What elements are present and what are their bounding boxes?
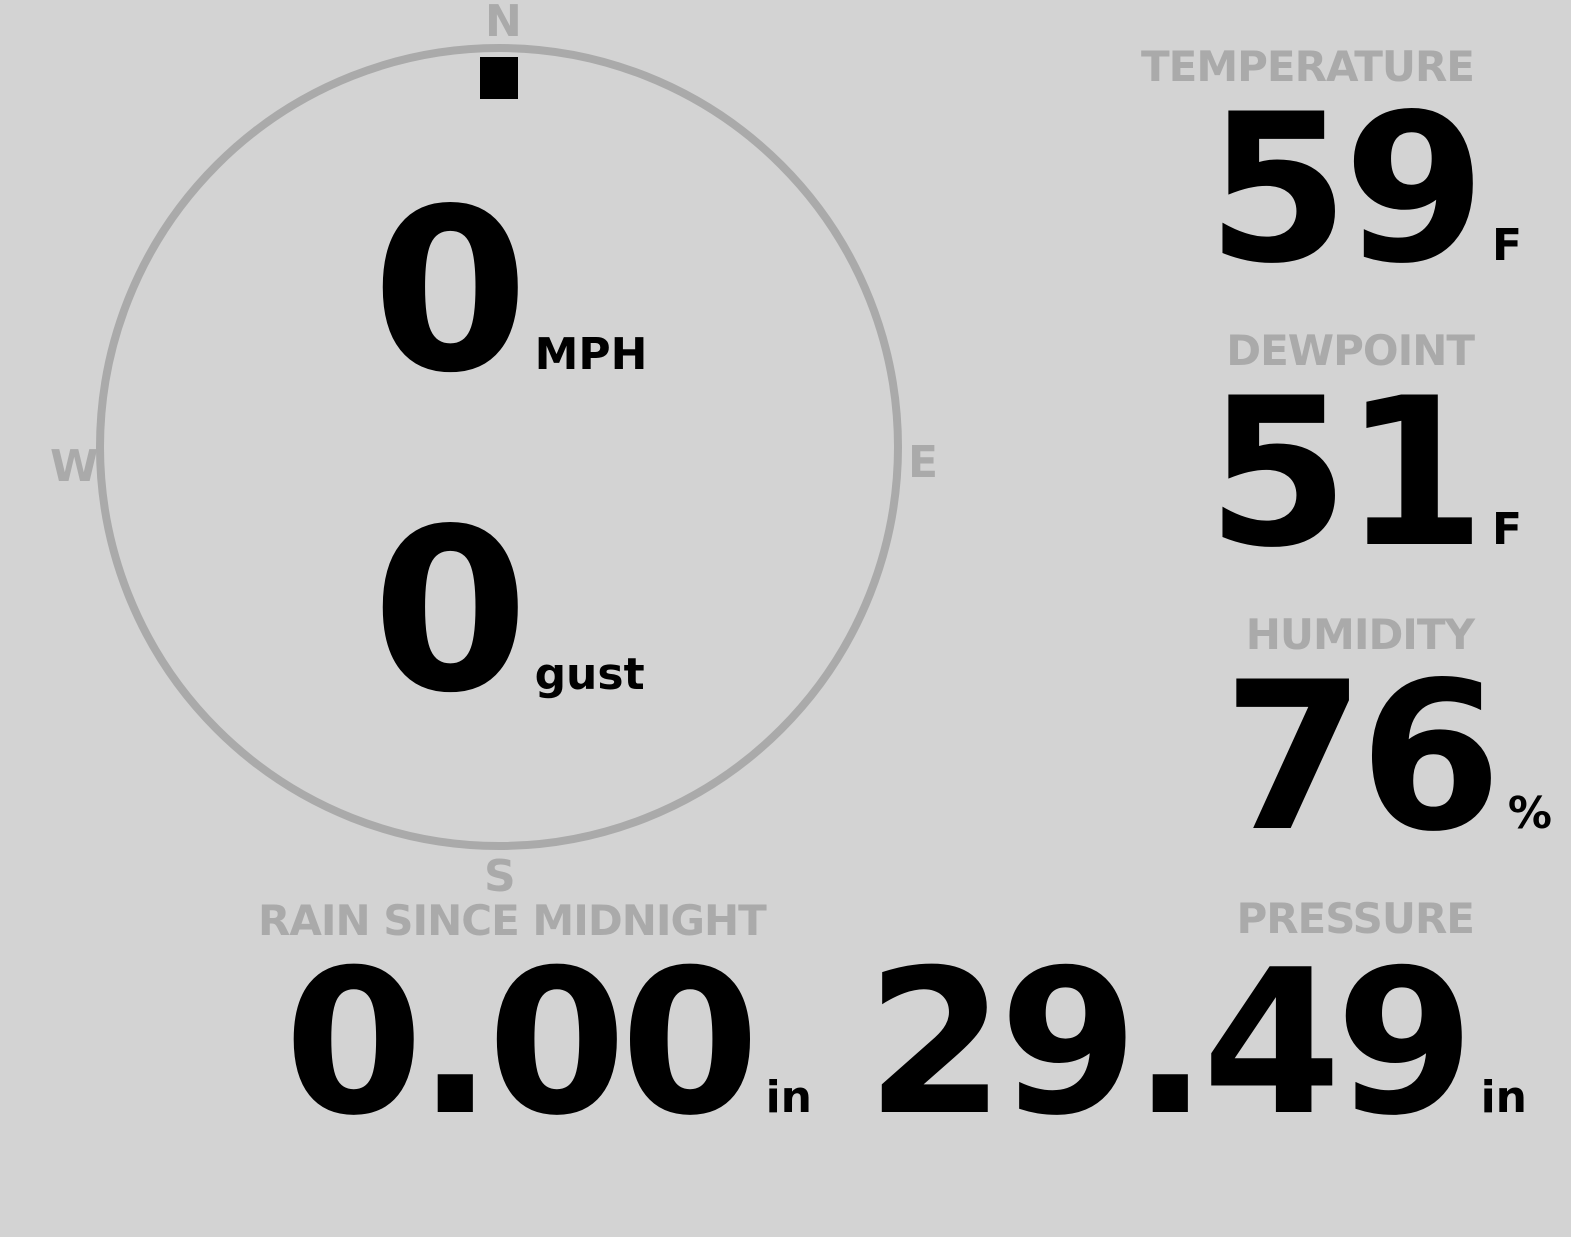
wind-gust-unit: gust [534,649,645,700]
compass-ring [96,44,902,850]
rain: 0.00 in [284,944,812,1144]
dewpoint-label: DEWPOINT [1226,326,1475,375]
dewpoint-value: 51 [1206,355,1486,593]
rain-value: 0.00 [284,927,759,1160]
wind-speed: 0 MPH [372,180,647,405]
wind-gust: 0 gust [372,500,645,725]
humidity-label: HUMIDITY [1245,610,1475,659]
humidity: 76 % [1223,656,1552,861]
rain-unit: in [765,1072,812,1123]
compass-north-label: N [485,0,522,47]
wind-compass [96,44,902,850]
compass-east-label: E [908,437,939,488]
wind-gust-value: 0 [372,481,529,743]
temperature-value: 59 [1206,71,1486,309]
rain-label: RAIN SINCE MIDNIGHT [258,896,767,945]
humidity-unit: % [1507,788,1552,839]
pressure-unit: in [1480,1072,1527,1123]
pressure-value: 29.49 [865,927,1475,1160]
temperature-unit: F [1491,220,1522,271]
pressure: 29.49 in [866,944,1527,1144]
temperature: 59 F [1207,88,1522,293]
humidity-value: 76 [1222,639,1502,877]
wind-speed-value: 0 [372,161,529,423]
compass-south-label: S [484,851,516,902]
pressure-label: PRESSURE [1236,894,1475,943]
dewpoint-unit: F [1491,504,1522,555]
wind-direction-indicator [480,57,518,99]
compass-west-label: W [50,441,99,492]
temperature-label: TEMPERATURE [1141,42,1475,91]
wind-speed-unit: MPH [534,329,648,380]
dewpoint: 51 F [1207,372,1522,577]
